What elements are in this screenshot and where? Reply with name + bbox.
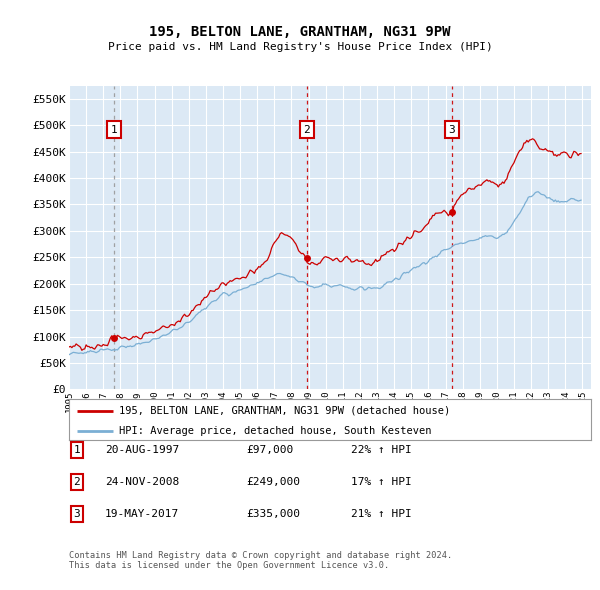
Text: 21% ↑ HPI: 21% ↑ HPI bbox=[351, 509, 412, 519]
Text: £97,000: £97,000 bbox=[246, 445, 293, 455]
Text: 2: 2 bbox=[73, 477, 80, 487]
Text: 24-NOV-2008: 24-NOV-2008 bbox=[105, 477, 179, 487]
Text: 22% ↑ HPI: 22% ↑ HPI bbox=[351, 445, 412, 455]
Text: HPI: Average price, detached house, South Kesteven: HPI: Average price, detached house, Sout… bbox=[119, 426, 431, 436]
Text: 3: 3 bbox=[449, 124, 455, 135]
Text: 20-AUG-1997: 20-AUG-1997 bbox=[105, 445, 179, 455]
Text: Price paid vs. HM Land Registry's House Price Index (HPI): Price paid vs. HM Land Registry's House … bbox=[107, 42, 493, 52]
Text: £249,000: £249,000 bbox=[246, 477, 300, 487]
Text: 1: 1 bbox=[73, 445, 80, 455]
Text: 2: 2 bbox=[304, 124, 310, 135]
Text: 1: 1 bbox=[111, 124, 118, 135]
Text: 195, BELTON LANE, GRANTHAM, NG31 9PW: 195, BELTON LANE, GRANTHAM, NG31 9PW bbox=[149, 25, 451, 40]
Text: 3: 3 bbox=[73, 509, 80, 519]
Text: Contains HM Land Registry data © Crown copyright and database right 2024.: Contains HM Land Registry data © Crown c… bbox=[69, 550, 452, 559]
Text: This data is licensed under the Open Government Licence v3.0.: This data is licensed under the Open Gov… bbox=[69, 561, 389, 570]
Text: 19-MAY-2017: 19-MAY-2017 bbox=[105, 509, 179, 519]
Text: 195, BELTON LANE, GRANTHAM, NG31 9PW (detached house): 195, BELTON LANE, GRANTHAM, NG31 9PW (de… bbox=[119, 406, 450, 416]
Text: £335,000: £335,000 bbox=[246, 509, 300, 519]
Text: 17% ↑ HPI: 17% ↑ HPI bbox=[351, 477, 412, 487]
